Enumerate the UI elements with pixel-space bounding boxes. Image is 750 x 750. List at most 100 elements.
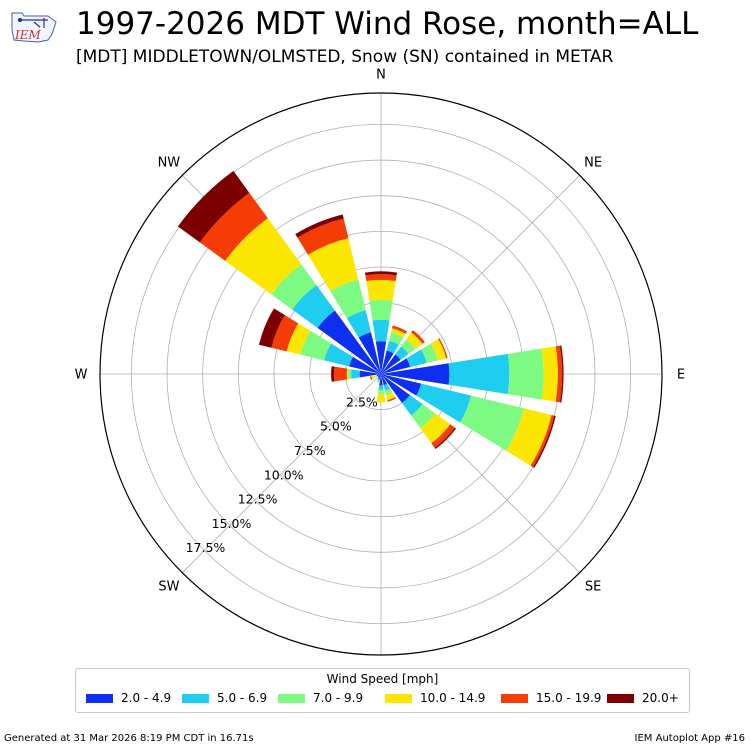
wind-bar-SE-bin-1 xyxy=(401,394,423,416)
legend-swatch xyxy=(86,693,113,703)
legend-swatch xyxy=(607,693,634,703)
wind-bar-SE-bin-0 xyxy=(381,374,410,403)
wind-bar-N-bin-4 xyxy=(365,274,397,282)
wind-bar-NNE-bin-3 xyxy=(390,328,406,338)
wind-bar-ENE-bin-4 xyxy=(438,338,448,359)
wind-bar-E-bin-3 xyxy=(541,346,558,402)
wind-bar-SE-bin-3 xyxy=(420,413,451,444)
wind-bar-NE-bin-2 xyxy=(401,339,416,354)
wind-bar-SSW-bin-0 xyxy=(378,374,381,380)
wind-bar-WNW-bin-2 xyxy=(300,330,332,361)
legend-item: 2.0 - 4.9 xyxy=(86,691,171,705)
legend-label: 20.0+ xyxy=(642,691,679,705)
wind-bar-W-bin-5 xyxy=(331,366,335,382)
wind-bar-NNW-bin-2 xyxy=(330,279,366,319)
radial-tick-label: 5.0% xyxy=(320,419,352,434)
compass-label: W xyxy=(75,368,88,383)
wind-bar-W-bin-1 xyxy=(351,369,360,379)
wind-bar-ENE-bin-2 xyxy=(421,343,438,364)
wind-bar-NNE-bin-2 xyxy=(388,332,404,345)
wind-bar-WNW-bin-4 xyxy=(271,315,299,352)
wind-bar-NE-bin-4 xyxy=(411,330,425,344)
wind-bar-NNE-bin-1 xyxy=(386,340,399,354)
wind-bar-NW-bin-4 xyxy=(199,192,268,261)
wind-bar-NW-bin-0 xyxy=(317,310,381,374)
legend: Wind Speed [mph] 2.0 - 4.9 5.0 - 6.9 7.0 -… xyxy=(75,668,690,713)
wind-bar-NW-bin-2 xyxy=(271,264,317,310)
wind-rose-bars xyxy=(177,170,564,468)
polar-labels: NNEESESSWWNW2.5%5.0%7.5%10.0%12.5%15.0%1… xyxy=(75,68,686,595)
wind-bar-E-bin-4 xyxy=(555,345,563,403)
wind-bar-WSW-bin-4 xyxy=(369,376,373,380)
wind-bar-W-bin-0 xyxy=(359,370,381,378)
wind-bar-SE-bin-5 xyxy=(434,427,457,450)
wind-bar-ENE-bin-3 xyxy=(430,338,447,361)
legend-swatch xyxy=(278,693,305,703)
compass-label: SW xyxy=(158,580,179,595)
wind-bar-SE-bin-2 xyxy=(411,404,436,429)
wind-bar-NNE-bin-4 xyxy=(391,325,408,334)
radial-tick-label: 12.5% xyxy=(238,492,278,507)
radial-tick-label: 7.5% xyxy=(294,443,326,458)
wind-bar-ESE-bin-1 xyxy=(416,383,472,423)
wind-bar-NNW-bin-4 xyxy=(297,218,349,255)
wind-bar-NNE-bin-0 xyxy=(381,350,394,374)
legend-label: 10.0 - 14.9 xyxy=(420,691,486,705)
legend-label: 5.0 - 6.9 xyxy=(217,691,268,705)
wind-bar-NE-bin-3 xyxy=(406,332,423,349)
wind-bar-W-bin-4 xyxy=(333,366,348,382)
wind-bar-SW-bin-2 xyxy=(376,376,379,379)
legend-item: 10.0 - 14.9 xyxy=(385,691,485,705)
wind-bar-SSE-bin-3 xyxy=(385,392,396,401)
radial-tick-label: 15.0% xyxy=(212,516,252,531)
compass-label: NW xyxy=(158,155,181,170)
wind-bar-E-bin-0 xyxy=(381,363,450,385)
radial-tick-label: 17.5% xyxy=(186,540,226,555)
wind-bar-WNW-bin-5 xyxy=(258,308,285,348)
wind-bar-WNW-bin-1 xyxy=(324,343,354,367)
chart-title: 1997-2026 MDT Wind Rose, month=ALL xyxy=(76,6,699,42)
wind-bar-NNW-bin-3 xyxy=(307,238,359,292)
wind-bar-W-bin-3 xyxy=(346,368,349,380)
radial-tick-label: 2.5% xyxy=(346,394,378,409)
wind-bar-ESE-bin-0 xyxy=(381,374,422,396)
ring-gridline xyxy=(130,123,632,625)
wind-bar-SW-bin-0 xyxy=(377,374,381,378)
wind-bar-NE-bin-1 xyxy=(395,346,409,360)
compass-label: NE xyxy=(584,155,602,170)
iem-logo: IEM xyxy=(11,12,57,43)
wind-bar-WSW-bin-0 xyxy=(376,374,381,377)
legend-title: Wind Speed [mph] xyxy=(326,672,439,686)
wind-bar-NW-bin-1 xyxy=(292,285,335,328)
wind-bar-ESE-bin-3 xyxy=(506,408,552,466)
legend-swatch xyxy=(182,693,209,703)
ring-gridline xyxy=(166,159,596,589)
wind-bar-SSE-bin-2 xyxy=(384,388,393,395)
plot-border xyxy=(99,92,663,656)
legend-swatch xyxy=(385,693,412,703)
wind-bar-SSE-bin-0 xyxy=(381,374,387,386)
chart-subtitle: [MDT] MIDDLETOWN/OLMSTED, Snow (SN) cont… xyxy=(76,47,614,67)
wind-rose-chart: NNEESESSWWNW2.5%5.0%7.5%10.0%12.5%15.0%1… xyxy=(75,68,686,656)
wind-bar-NW-bin-3 xyxy=(225,218,302,295)
wind-bar-ENE-bin-0 xyxy=(381,358,411,374)
autoplot-credit: IEM Autoplot App #16 xyxy=(634,733,745,744)
wind-bar-WNW-bin-3 xyxy=(286,323,311,355)
wind-bar-NNW-bin-1 xyxy=(346,310,372,338)
wind-bar-S-bin-1 xyxy=(378,385,384,390)
legend-label: 15.0 - 19.9 xyxy=(536,691,602,705)
legend-item: 20.0+ xyxy=(607,691,679,705)
wind-bar-ENE-bin-1 xyxy=(406,349,427,368)
wind-bar-NE-bin-0 xyxy=(381,354,401,374)
wind-bar-NW-bin-5 xyxy=(177,170,250,243)
legend-item: 5.0 - 6.9 xyxy=(182,691,267,705)
wind-bar-E-bin-5 xyxy=(559,345,564,403)
wind-bar-E-bin-2 xyxy=(507,348,544,400)
radial-tick-label: 10.0% xyxy=(264,467,304,482)
wind-bar-E-bin-1 xyxy=(448,353,510,395)
generated-timestamp: Generated at 31 Mar 2026 8:19 PM CDT in … xyxy=(4,733,254,744)
wind-bar-S-bin-0 xyxy=(379,374,383,386)
wind-bar-WSW-bin-3 xyxy=(371,375,377,380)
wind-bar-SE-bin-4 xyxy=(431,424,455,448)
legend-label: 7.0 - 9.9 xyxy=(313,691,364,705)
